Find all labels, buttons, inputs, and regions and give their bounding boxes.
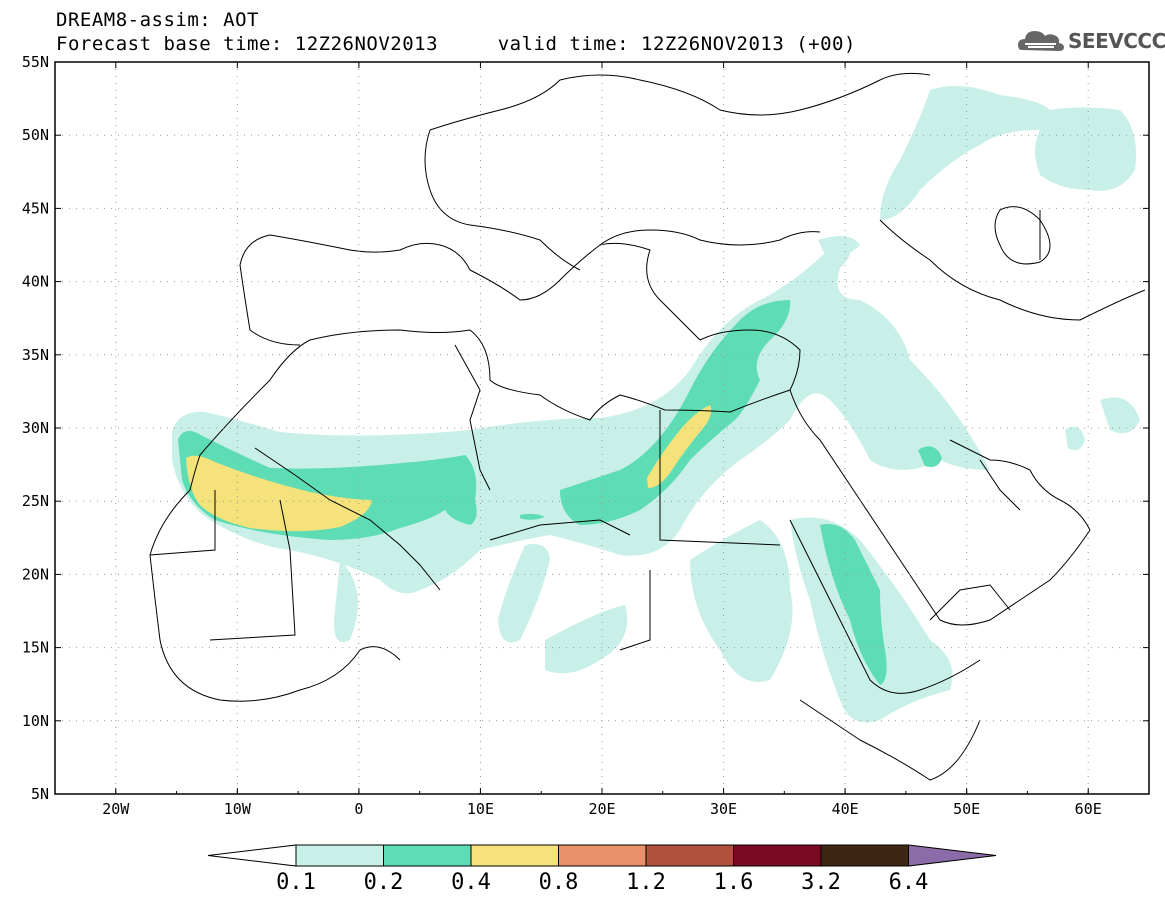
- lat-label: 35N: [22, 346, 49, 364]
- lon-label: 30E: [710, 800, 737, 818]
- latitude-labels: 55N 50N 45N 40N 35N 30N 25N 20N 15N 10N 5N: [22, 53, 49, 803]
- lat-label: 50N: [22, 126, 49, 144]
- colorbar-box: [383, 844, 472, 867]
- lon-label: 60E: [1075, 800, 1102, 818]
- colorbar-box: [295, 844, 384, 867]
- aot-level-0-1-fill: [172, 86, 1140, 723]
- graticule: [55, 62, 1149, 794]
- colorbar-underflow-triangle: [207, 844, 297, 867]
- lat-label: 10N: [22, 712, 49, 730]
- colorbar-box: [470, 844, 559, 867]
- lat-label: 45N: [22, 199, 49, 217]
- cloud-icon: [1018, 31, 1064, 51]
- lat-label: 20N: [22, 565, 49, 583]
- lon-label: 0: [354, 800, 363, 818]
- colorbar-level-label: 1.6: [713, 870, 754, 895]
- map-title: DREAM8-assim: AOT: [56, 9, 259, 31]
- lat-label: 30N: [22, 419, 49, 437]
- coastlines-borders: [149, 72, 1146, 781]
- colorbar-box: [645, 844, 734, 867]
- logo-text: SEEVCCC: [1068, 29, 1165, 53]
- lat-label: 25N: [22, 492, 49, 510]
- colorbar-level-label: 6.4: [888, 870, 929, 895]
- colorbar-box: [733, 844, 822, 867]
- colorbar-level-label: 0.8: [538, 870, 579, 895]
- colorbar-level-label: 0.4: [451, 870, 491, 895]
- colorbar-level-label: 0.2: [363, 870, 404, 895]
- colorbar-box: [558, 844, 647, 867]
- colorbar-level-label: 0.1: [276, 870, 316, 895]
- lon-label: 10W: [224, 800, 252, 818]
- colorbar-level-label: 1.2: [626, 870, 666, 895]
- lat-label: 40N: [22, 273, 49, 291]
- aot-contours: [172, 86, 1140, 723]
- lon-label: 10E: [467, 800, 494, 818]
- lat-label: 55N: [22, 53, 49, 71]
- colorbar-level-label: 3.2: [801, 870, 841, 895]
- longitude-labels: 20W 10W 0 10E 20E 30E 40E 50E 60E: [102, 800, 1102, 818]
- axis-ticks: [54, 61, 1150, 795]
- colorbar: [207, 844, 997, 867]
- lat-label: 5N: [31, 785, 49, 803]
- colorbar-overflow-triangle: [908, 844, 997, 867]
- lon-label: 50E: [953, 800, 980, 818]
- lon-label: 20W: [102, 800, 130, 818]
- lon-label: 20E: [588, 800, 615, 818]
- forecast-time-label: Forecast base time: 12Z26NOV2013 valid t…: [56, 33, 856, 55]
- lon-label: 40E: [832, 800, 859, 818]
- aot-level-0-4-fill: [186, 405, 712, 532]
- seevccc-logo: SEEVCCC: [1016, 22, 1165, 58]
- lat-label: 15N: [22, 639, 49, 657]
- colorbar-box: [820, 844, 909, 867]
